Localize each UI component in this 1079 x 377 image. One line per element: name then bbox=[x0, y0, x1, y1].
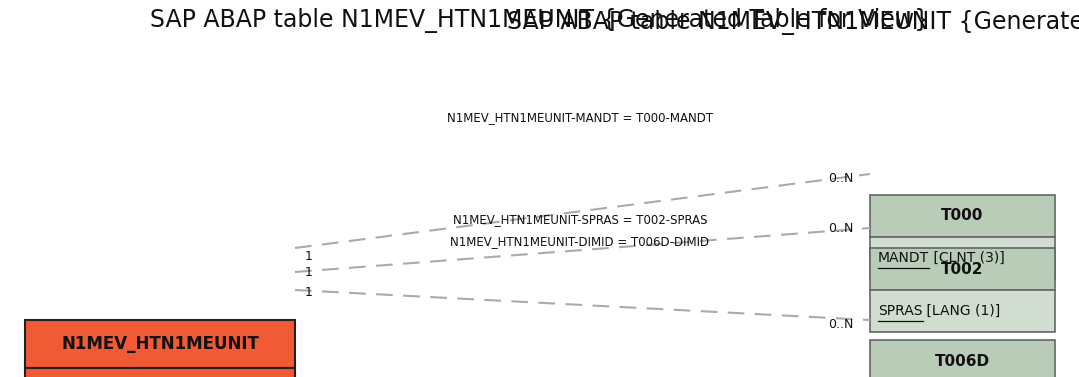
Bar bbox=[870, 237, 1055, 279]
Text: N1MEV_HTN1MEUNIT-DIMID = T006D-DIMID: N1MEV_HTN1MEUNIT-DIMID = T006D-DIMID bbox=[450, 236, 710, 248]
Text: [CLNT (3)]: [CLNT (3)] bbox=[929, 251, 1005, 265]
Bar bbox=[870, 195, 1055, 237]
Text: 1: 1 bbox=[305, 250, 313, 262]
Text: SAP ABAP table N1MEV_HTN1MEUNIT {Generated Table for View}: SAP ABAP table N1MEV_HTN1MEUNIT {Generat… bbox=[507, 10, 1079, 35]
Text: T000: T000 bbox=[941, 208, 984, 224]
Bar bbox=[870, 248, 1055, 290]
Text: N1MEV_HTN1MEUNIT-SPRAS = T002-SPRAS: N1MEV_HTN1MEUNIT-SPRAS = T002-SPRAS bbox=[453, 213, 707, 227]
Bar bbox=[870, 290, 1055, 332]
Bar bbox=[25, 320, 295, 368]
Text: T002: T002 bbox=[941, 262, 984, 276]
Text: 0..N: 0..N bbox=[828, 222, 853, 234]
Text: SPRAS: SPRAS bbox=[878, 304, 923, 318]
Text: [LANG (1)]: [LANG (1)] bbox=[923, 304, 1000, 318]
Text: N1MEV_HTN1MEUNIT: N1MEV_HTN1MEUNIT bbox=[62, 335, 259, 353]
Text: T006D: T006D bbox=[934, 354, 991, 368]
Text: N1MEV_HTN1MEUNIT-MANDT = T000-MANDT: N1MEV_HTN1MEUNIT-MANDT = T000-MANDT bbox=[447, 112, 713, 124]
Text: 0..N: 0..N bbox=[828, 172, 853, 184]
Text: 0..N: 0..N bbox=[828, 317, 853, 331]
Text: SAP ABAP table N1MEV_HTN1MEUNIT {Generated Table for View}: SAP ABAP table N1MEV_HTN1MEUNIT {Generat… bbox=[150, 8, 929, 33]
Text: 1: 1 bbox=[305, 265, 313, 279]
Bar bbox=[870, 340, 1055, 377]
Text: MANDT: MANDT bbox=[878, 251, 929, 265]
Text: 1: 1 bbox=[305, 285, 313, 299]
Bar bbox=[25, 368, 295, 377]
